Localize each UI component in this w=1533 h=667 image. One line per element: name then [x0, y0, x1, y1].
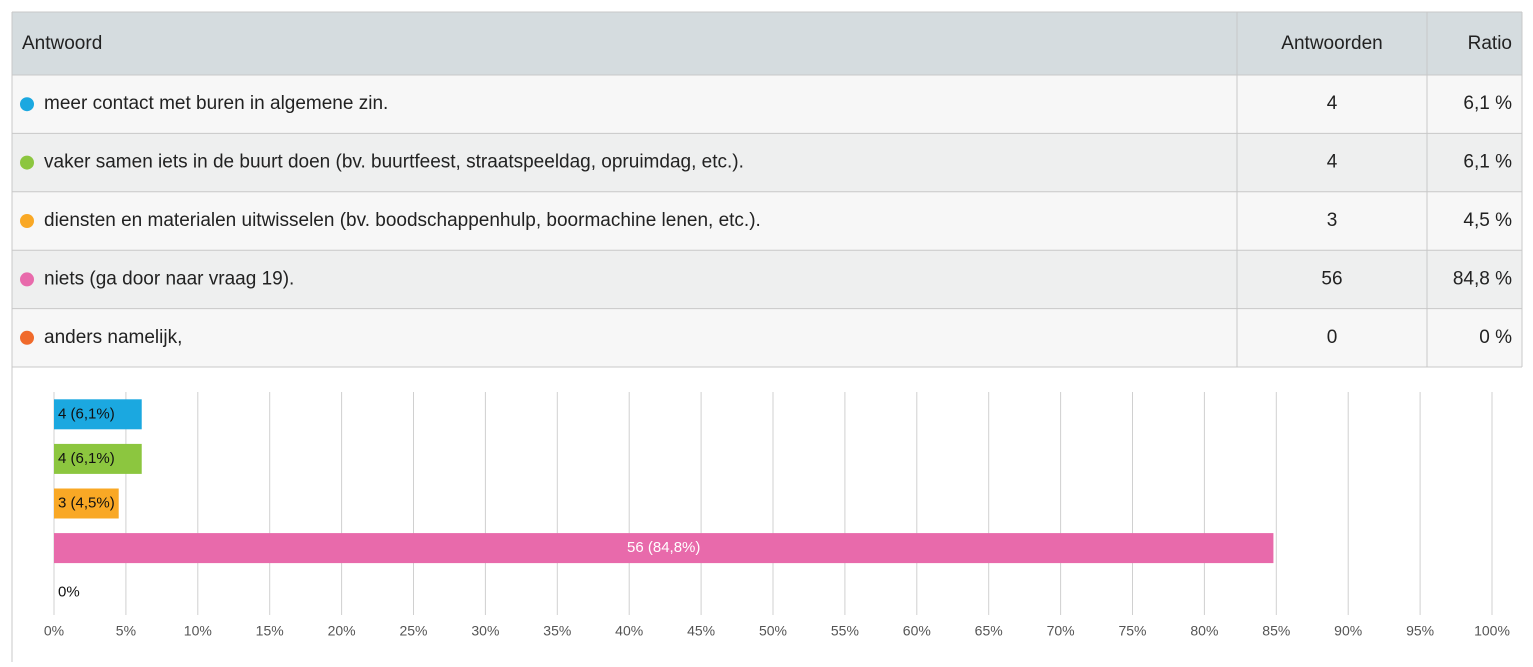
data-label: 3 (4,5%) — [58, 494, 115, 511]
row-dot — [20, 330, 34, 345]
data-label: 56 (84,8%) — [627, 539, 700, 556]
header-answer: Antwoord — [22, 33, 102, 54]
row-ratio: 4,5 % — [1463, 210, 1512, 231]
table-row — [12, 75, 1522, 134]
x-tick-label: 45% — [687, 623, 715, 639]
table-row — [12, 133, 1522, 192]
row-count: 4 — [1327, 152, 1338, 173]
data-label: 4 (6,1%) — [58, 450, 115, 467]
bar — [54, 533, 1274, 564]
row-label: diensten en materialen uitwisselen (bv. … — [44, 210, 761, 231]
row-ratio: 0 % — [1479, 327, 1512, 348]
row-dot — [20, 155, 34, 170]
row-label: vaker samen iets in de buurt doen (bv. b… — [44, 152, 744, 173]
row-count: 0 — [1327, 327, 1338, 348]
row-dot — [20, 272, 34, 287]
x-tick-label: 25% — [399, 623, 427, 639]
row-count: 3 — [1327, 210, 1338, 231]
table-row — [12, 250, 1522, 309]
row-label: niets (ga door naar vraag 19). — [44, 268, 294, 289]
table-header — [12, 12, 1522, 75]
x-tick-label: 60% — [903, 623, 931, 639]
row-label: meer contact met buren in algemene zin. — [44, 93, 388, 114]
row-ratio: 6,1 % — [1463, 93, 1512, 114]
header-count: Antwoorden — [1281, 33, 1382, 54]
x-tick-label: 70% — [1047, 623, 1075, 639]
x-tick-label: 15% — [256, 623, 284, 639]
row-ratio: 84,8 % — [1453, 268, 1512, 289]
x-tick-label: 85% — [1262, 623, 1290, 639]
x-tick-label: 5% — [116, 623, 136, 639]
bar — [54, 399, 142, 430]
row-dot — [20, 214, 34, 228]
x-tick-label: 95% — [1406, 623, 1434, 639]
x-tick-label: 90% — [1334, 623, 1362, 639]
data-label: 4 (6,1%) — [58, 405, 115, 422]
table-row — [12, 191, 1522, 251]
row-count: 56 — [1321, 268, 1342, 289]
x-tick-label: 55% — [831, 623, 859, 639]
x-tick-label: 20% — [328, 623, 356, 639]
x-tick-label: 35% — [543, 623, 571, 639]
x-tick-label: 0% — [44, 623, 64, 639]
data-label: 0% — [58, 584, 80, 601]
x-tick-label: 65% — [975, 623, 1003, 639]
bar — [54, 443, 142, 474]
row-ratio: 6,1 % — [1463, 152, 1512, 173]
x-tick-label: 80% — [1190, 623, 1218, 639]
x-tick-label: 40% — [615, 623, 643, 639]
header-ratio: Ratio — [1468, 33, 1512, 54]
x-tick-label: 50% — [759, 623, 787, 639]
x-tick-label: 10% — [184, 623, 212, 639]
x-tick-label: 75% — [1118, 623, 1146, 639]
row-count: 4 — [1327, 93, 1338, 114]
bar — [54, 488, 119, 519]
row-label: anders namelijk, — [44, 327, 182, 348]
x-tick-label: 30% — [471, 623, 499, 639]
row-dot — [20, 97, 34, 112]
table-row — [12, 308, 1522, 367]
x-tick-label: 100% — [1474, 623, 1510, 639]
